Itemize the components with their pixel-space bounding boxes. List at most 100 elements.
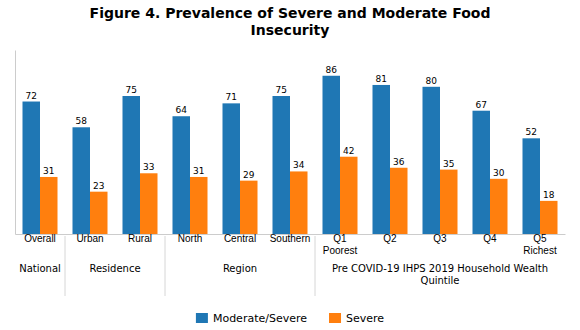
group-separator	[315, 236, 316, 296]
x-tick-label: Rural	[128, 233, 152, 244]
x-tick-label: North	[178, 233, 202, 244]
bar	[273, 96, 291, 234]
x-tick-label: Southern	[270, 233, 311, 244]
legend-swatch	[329, 313, 341, 323]
text-line: North	[178, 233, 202, 244]
data-labels: 7258756471758681806752312333312934423635…	[26, 65, 555, 200]
text-line: Poorest	[323, 245, 358, 256]
text-line: Figure 4. Prevalence of Severe and Moder…	[90, 5, 491, 21]
legend: Moderate/Severe Severe	[196, 312, 384, 325]
data-label: 58	[76, 116, 88, 126]
legend-swatch	[196, 313, 208, 323]
text-line: Pre COVID-19 IHPS 2019 Household Wealth	[332, 263, 548, 274]
text-line: Richest	[523, 245, 557, 256]
bar	[240, 181, 258, 234]
data-label: 67	[476, 100, 487, 110]
bar	[440, 170, 458, 234]
text-line: Q2	[383, 233, 397, 244]
text-line: Southern	[270, 233, 311, 244]
x-tick: Southern	[270, 233, 311, 244]
data-label: 52	[526, 127, 537, 137]
x-tick-label: Q5Richest	[523, 233, 557, 256]
text-line: National	[19, 263, 61, 274]
data-label: 34	[293, 160, 305, 170]
data-label: 30	[493, 168, 505, 178]
x-tick: Q1Poorest	[323, 233, 358, 256]
chart: Figure 4. Prevalence of Severe and Moder…	[0, 0, 580, 330]
x-tick: Q5Richest	[523, 233, 557, 256]
data-label: 81	[376, 74, 387, 84]
x-tick-label: Q4	[483, 233, 497, 244]
bar	[340, 157, 358, 234]
y-axis-line	[15, 51, 16, 235]
bar	[173, 116, 191, 234]
x-tick-label: Overall	[24, 233, 56, 244]
legend-item: Moderate/Severe	[196, 312, 307, 325]
bar	[23, 102, 41, 234]
bar	[140, 173, 158, 234]
x-tick-label: Urban	[76, 233, 103, 244]
data-label: 33	[143, 162, 154, 172]
data-label: 86	[326, 65, 338, 75]
bar	[73, 127, 91, 234]
group-label: National	[19, 263, 61, 274]
bar-series	[23, 76, 541, 234]
text-line: Overall	[24, 233, 56, 244]
x-tick-label: Central	[224, 233, 256, 244]
bar	[523, 138, 541, 234]
x-tick: Overall	[24, 233, 56, 244]
x-tick-label: Q2	[383, 233, 397, 244]
group-label: Region	[223, 263, 257, 274]
data-label: 18	[543, 190, 555, 200]
text-line: Q3	[433, 233, 447, 244]
bar-series	[40, 157, 558, 234]
data-label: 71	[226, 92, 237, 102]
x-axis: Overall Urban Rural North Central Southern Q1P…	[16, 233, 566, 256]
legend-item: Severe	[329, 312, 384, 325]
x-tick: Urban	[76, 233, 103, 244]
bar	[123, 96, 141, 234]
bar	[490, 179, 508, 234]
text-line: Q4	[483, 233, 497, 244]
x-tick: Q2	[383, 233, 397, 244]
x-tick: Rural	[128, 233, 152, 244]
text-line: Central	[224, 233, 256, 244]
x-tick: Q4	[483, 233, 497, 244]
category-groups: NationalResidenceRegionPre COVID-19 IHPS…	[19, 236, 548, 296]
bar	[223, 103, 241, 234]
text-line: Rural	[128, 233, 152, 244]
bar	[323, 76, 341, 234]
bar	[473, 111, 491, 234]
bar	[423, 87, 441, 234]
bar	[373, 85, 391, 234]
bar	[40, 177, 58, 234]
y-axis	[15, 51, 16, 235]
x-tick-label: Q3	[433, 233, 447, 244]
x-tick: Q3	[433, 233, 447, 244]
data-label: 80	[426, 76, 438, 86]
data-label: 75	[276, 85, 287, 95]
bar	[90, 192, 108, 234]
data-label: 64	[176, 105, 188, 115]
text-line: Q1	[333, 233, 347, 244]
x-tick: North	[178, 233, 202, 244]
x-tick: Central	[224, 233, 256, 244]
data-label: 35	[443, 159, 454, 169]
group-separator	[65, 236, 66, 296]
text-line: Urban	[76, 233, 103, 244]
text-line: Q5	[533, 233, 547, 244]
data-label: 31	[193, 166, 204, 176]
data-label: 23	[93, 181, 104, 191]
bar	[540, 201, 558, 234]
bar	[390, 168, 408, 234]
plot: 7258756471758681806752312333312934423635…	[16, 51, 566, 297]
bar	[190, 177, 208, 234]
data-label: 42	[343, 146, 354, 156]
bar	[290, 171, 308, 234]
data-label: 31	[43, 166, 54, 176]
text-line: Insecurity	[251, 22, 330, 38]
data-label: 75	[126, 85, 137, 95]
data-label: 29	[243, 170, 255, 180]
data-label: 72	[26, 91, 37, 101]
text-line: Quintile	[421, 275, 460, 286]
